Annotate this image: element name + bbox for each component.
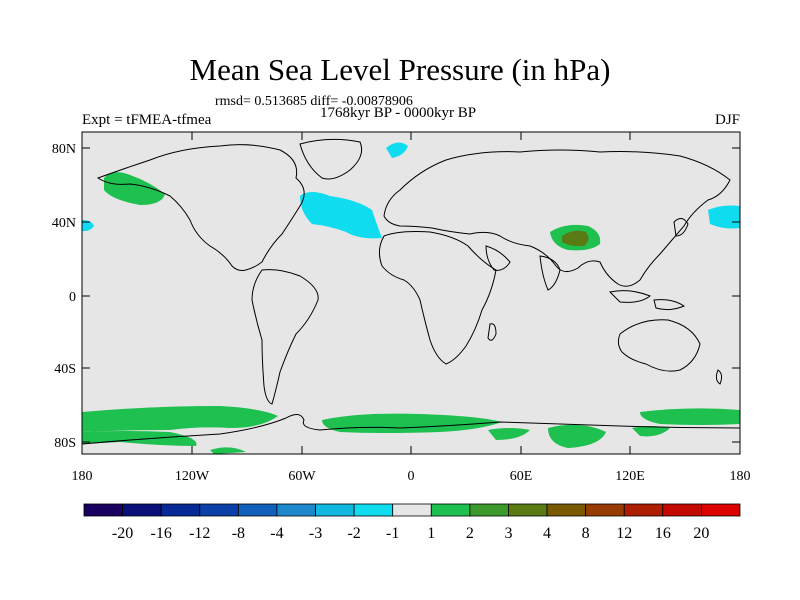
- colorbar-label: -12: [189, 525, 210, 542]
- period-label: 1768kyr BP - 0000kyr BP: [320, 105, 477, 121]
- map-title: Mean Sea Level Pressure (in hPa): [189, 52, 611, 87]
- lat-tick-label: 40N: [52, 216, 76, 231]
- season-label: DJF: [714, 112, 740, 128]
- lat-tick-label: 80S: [54, 436, 76, 451]
- lat-tick-label: 0: [69, 290, 76, 305]
- arabia-outline: [485, 245, 511, 271]
- greenland-outline: [299, 138, 363, 180]
- colorbar-label: -3: [309, 525, 322, 542]
- eurasia-outline: [383, 149, 731, 287]
- colorbar-swatch: [392, 503, 432, 517]
- india-outline: [539, 255, 561, 291]
- pacific-negative-region: [708, 205, 740, 229]
- tick-marks: [82, 132, 740, 454]
- africa-outline: [378, 231, 497, 365]
- colorbar-label: 20: [693, 525, 709, 542]
- colorbar-swatch: [83, 503, 123, 517]
- southern-ocean-positive-7: [632, 426, 670, 437]
- lon-tick-label: 180: [730, 469, 751, 484]
- south-america-outline: [251, 269, 319, 405]
- colorbar-label: -1: [386, 525, 399, 542]
- colorbar-swatch: [276, 503, 316, 517]
- atlantic-negative-region: [300, 192, 382, 239]
- colorbar-swatch: [315, 503, 355, 517]
- australia-outline: [617, 319, 701, 372]
- antarctica-outline: [81, 414, 741, 445]
- lon-tick-label: 60W: [288, 469, 316, 484]
- colorbar-label: 16: [655, 525, 671, 542]
- colorbar-swatch: [546, 503, 587, 517]
- colorbar-label: -8: [232, 525, 245, 542]
- lon-tick-label: 120W: [175, 469, 210, 484]
- colorbar-swatch: [353, 503, 394, 517]
- colorbar-swatch: [662, 503, 702, 517]
- colorbar-swatch: [508, 503, 548, 517]
- colorbar-labels: -20 -16 -12 -8 -4 -3 -2 -1 1 2 3 4 8 12 16 20: [112, 525, 709, 542]
- colorbar-swatch: [585, 503, 625, 517]
- colorbar-swatch: [199, 503, 239, 517]
- stats-text: rmsd= 0.513685 diff= -0.00878906: [215, 94, 413, 109]
- colorbar-swatch: [237, 503, 278, 517]
- north-america-outline: [96, 144, 305, 271]
- lon-tick-label: 60E: [510, 469, 533, 484]
- colorbar-label: 12: [616, 525, 632, 542]
- alaska-positive-region: [104, 172, 165, 205]
- colorbar-label: 3: [504, 525, 512, 542]
- indonesia-outline: [608, 290, 651, 303]
- lat-tick-label: 40S: [54, 362, 76, 377]
- coastlines: [81, 138, 741, 445]
- lat-tick-label: 80N: [52, 142, 76, 157]
- new-guinea-outline: [653, 299, 686, 311]
- lon-tick-label: 0: [408, 469, 415, 484]
- colorbar-swatch: [122, 503, 162, 517]
- colorbar-label: 1: [427, 525, 435, 542]
- southern-ocean-positive-5: [548, 424, 606, 448]
- colorbar-swatch: [160, 503, 201, 517]
- colorbar-label: 2: [466, 525, 474, 542]
- lon-tick-label: 180: [72, 469, 93, 484]
- colorbar-swatch: [469, 503, 509, 517]
- colorbar: [83, 503, 741, 517]
- southern-ocean-positive-6: [640, 408, 740, 425]
- southern-ocean-positive-8: [210, 447, 246, 454]
- southern-ocean-positive-4: [488, 428, 530, 440]
- arctic-negative-region: [386, 142, 408, 158]
- madagascar-outline: [487, 323, 497, 341]
- southern-ocean-positive-2: [82, 431, 197, 446]
- map-background: [82, 132, 740, 454]
- southern-ocean-positive-1: [82, 406, 278, 432]
- west-edge-negative-region: [82, 220, 94, 232]
- colorbar-label: 4: [543, 525, 551, 542]
- colorbar-label: -20: [112, 525, 133, 542]
- colorbar-swatch: [623, 503, 664, 517]
- colorbar-label: 8: [582, 525, 590, 542]
- experiment-label: Expt = tFMEA-tfmea: [82, 112, 212, 128]
- anomaly-fill: [82, 142, 740, 454]
- southern-ocean-positive-3: [322, 413, 502, 433]
- japan-outline: [673, 218, 689, 237]
- colorbar-swatch: [701, 503, 741, 517]
- lon-tick-label: 120E: [615, 469, 645, 484]
- tibet-core-region: [562, 230, 589, 247]
- new-zealand-outline: [715, 369, 723, 385]
- colorbar-swatch: [430, 503, 471, 517]
- colorbar-label: -2: [347, 525, 360, 542]
- colorbar-label: -4: [270, 525, 283, 542]
- colorbar-label: -16: [151, 525, 172, 542]
